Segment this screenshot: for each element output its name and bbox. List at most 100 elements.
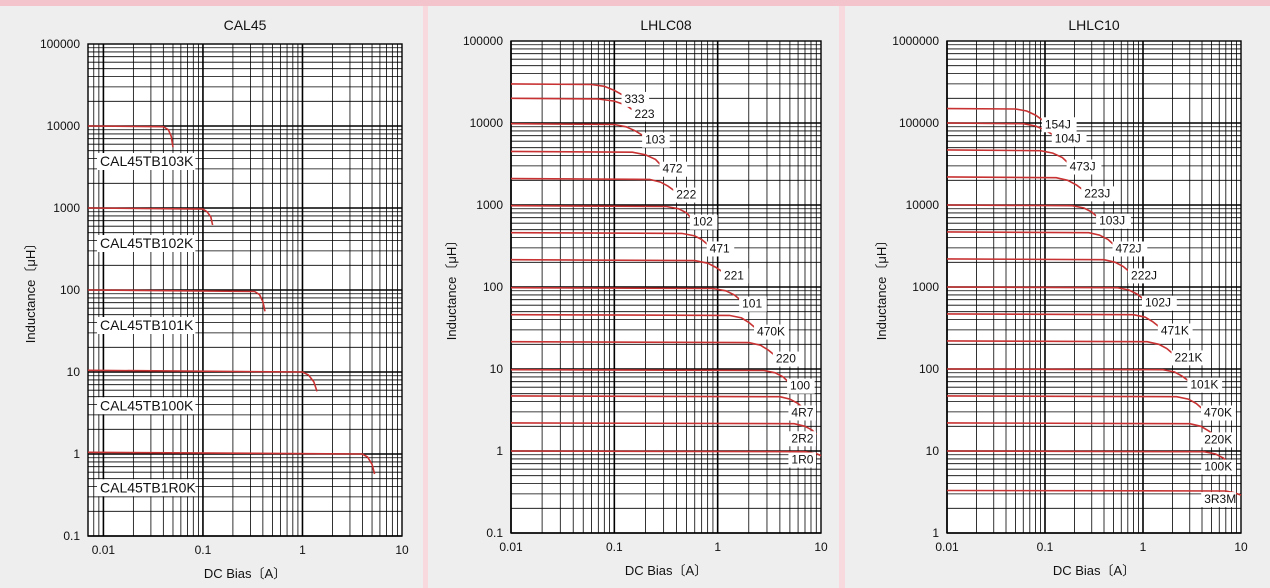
series-label-bg: [1157, 323, 1193, 339]
chart-panel-lhlc10: LHLC10 0.01 0.1 1 10 1 10 100 1000 10000 100000 100…: [845, 6, 1270, 588]
series-line-472j: [946, 231, 1115, 246]
series-group: [87, 125, 376, 475]
series-label-471: 471: [710, 241, 730, 255]
y-tick-label: 10: [926, 444, 940, 458]
series-label-bg: [1201, 405, 1236, 421]
series-label-bg: [1128, 268, 1163, 284]
series-line-100: [510, 368, 789, 383]
chart-panel-cal45: CAL45 0.01 0.1 1 10 0.1 1 10 100 1000 10000 100000 D…: [0, 6, 423, 588]
series-label-473j: 473J: [1070, 159, 1096, 173]
y-tick-label: 1000000: [892, 34, 939, 48]
series-line-220: [510, 340, 775, 356]
series-label-bg: [787, 378, 815, 394]
series-label-221: 221: [724, 268, 744, 282]
y-tick-label: 100: [60, 283, 80, 297]
series-label-1r0: 1R0: [791, 453, 813, 467]
series-label-102j: 102J: [1145, 296, 1171, 310]
y-tick-label: 10: [490, 362, 504, 376]
series-label-100k: 100K: [1204, 460, 1232, 474]
series-labels: CAL45TB103K CAL45TB102K CAL45TB101K CAL45TB…: [97, 153, 196, 497]
series-line-102: [510, 204, 692, 219]
y-tick-label: 0.1: [486, 526, 503, 540]
x-tick-label: 0.01: [92, 543, 116, 557]
series-label-bg: [1051, 131, 1087, 147]
y-tick-label: 100: [483, 280, 503, 294]
series-label-bg: [772, 351, 801, 367]
series-line-473j: [946, 149, 1069, 164]
series-label-bg: [1041, 117, 1077, 133]
series-label-470k: 470K: [1204, 405, 1232, 419]
series-label-222j: 222J: [1131, 268, 1157, 282]
series-line-4r7: [510, 395, 805, 410]
series-label-bg: [1142, 295, 1177, 311]
series-line-3r3m: [946, 489, 1242, 496]
chart-title: LHLC10: [1068, 17, 1120, 33]
series-line-cal45tb1r0k: [87, 451, 376, 475]
y-tick-label: 100000: [40, 37, 80, 51]
series-label-bg: [706, 241, 735, 257]
series-label-bg: [788, 431, 816, 447]
y-tick-label: 100: [919, 362, 939, 376]
series-label-101k: 101K: [1190, 378, 1218, 392]
series-label-bg: [673, 187, 701, 203]
x-axis-label: DC Bias〔A〕: [625, 563, 707, 578]
series-label-4r7: 4R7: [791, 405, 813, 419]
plot-frame: [510, 40, 822, 534]
series-label-223: 223: [635, 107, 655, 121]
series-label-bg: [1066, 159, 1102, 175]
x-tick-label: 1: [1140, 540, 1147, 554]
x-tick-label: 0.01: [499, 540, 523, 554]
series-label-3r3m: 3R3M: [1204, 492, 1236, 506]
series-label-470k: 470K: [757, 325, 785, 339]
series-label-bg: [1171, 350, 1207, 366]
series-line-103: [510, 122, 644, 137]
series-label-222: 222: [676, 188, 696, 202]
series-label-100: 100: [790, 379, 810, 393]
y-axis-label: Inductance〔μH〕: [444, 234, 459, 340]
series-label-cal45tb103k: CAL45TB103K: [100, 153, 194, 169]
series-line-cal45tb101k: [87, 289, 266, 312]
series-line-221: [510, 258, 723, 273]
y-tick-label: 10000: [906, 198, 940, 212]
series-label-bg: [788, 405, 816, 421]
series-line-222: [510, 177, 675, 192]
series-line-470k: [510, 313, 756, 329]
series-label-104j: 104J: [1055, 132, 1081, 146]
y-tick-label: 1: [496, 444, 503, 458]
series-label-223j: 223J: [1084, 186, 1110, 200]
series-label-cal45tb1r0k: CAL45TB1R0K: [100, 479, 196, 495]
series-label-bg: [97, 397, 196, 415]
series-label-472j: 472J: [1115, 241, 1141, 255]
series-line-cal45tb102k: [87, 207, 214, 226]
chart-title: LHLC08: [640, 17, 692, 33]
series-label-cal45tb102k: CAL45TB102K: [100, 235, 194, 251]
series-label-bg: [621, 91, 650, 107]
series-label-221k: 221K: [1175, 350, 1203, 364]
x-tick-label: 0.1: [606, 540, 623, 554]
series-label-103j: 103J: [1099, 214, 1125, 228]
series-label-bg: [642, 132, 670, 148]
x-tick-label: 0.01: [935, 540, 959, 554]
series-label-220: 220: [776, 352, 796, 366]
x-tick-label: 10: [814, 540, 828, 554]
series-label-bg: [1096, 213, 1131, 229]
series-label-220k: 220K: [1204, 432, 1232, 446]
y-tick-label: 1: [73, 447, 80, 461]
series-label-cal45tb100k: CAL45TB100K: [100, 397, 194, 413]
series-label-bg: [631, 106, 660, 122]
y-axis-label: Inductance〔μH〕: [23, 237, 38, 343]
series-line-471k: [946, 313, 1160, 328]
series-line-103j: [946, 204, 1098, 218]
series-label-bg: [1201, 459, 1236, 475]
y-tick-label: 10: [67, 365, 81, 379]
series-line-472: [510, 150, 662, 166]
x-tick-label: 10: [395, 543, 409, 557]
y-tick-label: 1: [932, 526, 939, 540]
series-label-101: 101: [742, 297, 762, 311]
series-line-101: [510, 286, 741, 301]
series-line-223j: [946, 176, 1083, 191]
x-tick-label: 1: [299, 543, 306, 557]
